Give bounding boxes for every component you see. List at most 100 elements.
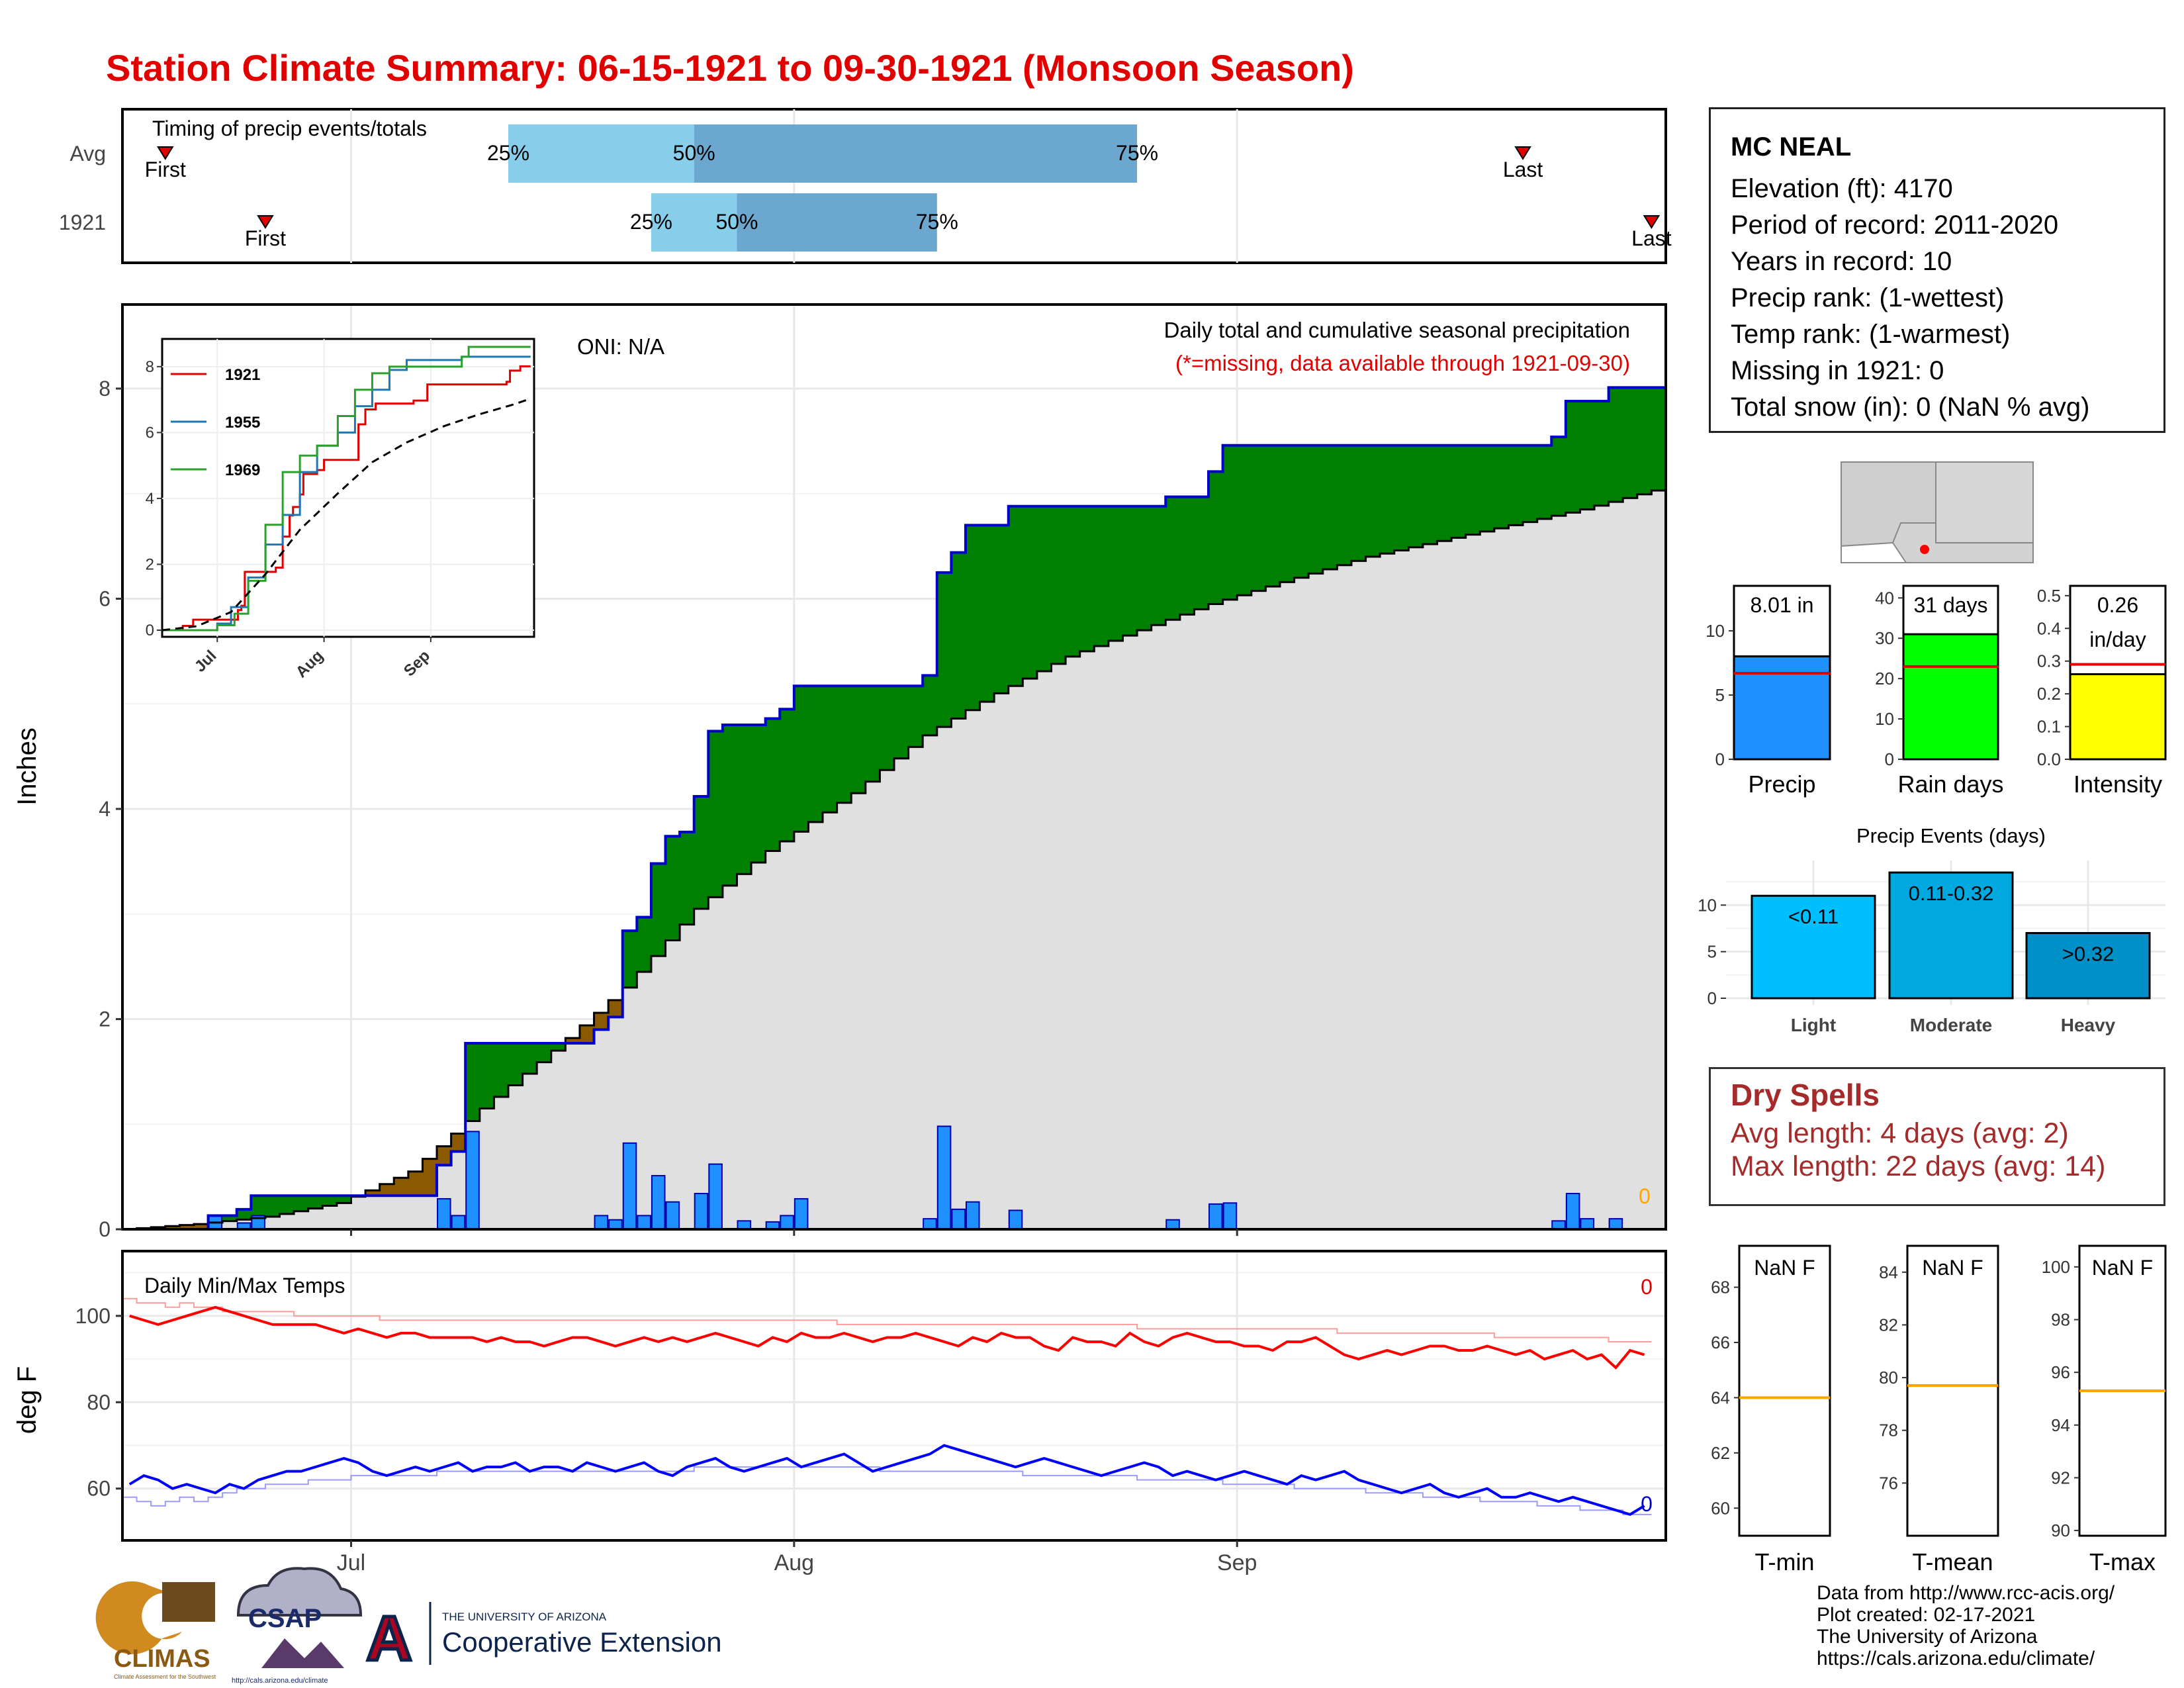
- temp-bar-label-1: NaN F: [1922, 1256, 1983, 1280]
- timing-p50-label-0: 50%: [673, 141, 715, 165]
- below-avg-fill: [394, 1178, 409, 1196]
- oni-label: ONI: N/A: [577, 334, 664, 359]
- season-ytick-label-2-4: 0.4: [2037, 618, 2061, 638]
- tmax-missing-count: 0: [1641, 1275, 1653, 1299]
- above-avg-fill: [894, 686, 909, 759]
- above-avg-fill: [651, 863, 666, 957]
- climas-logo-block: [162, 1582, 215, 1622]
- station-missing: Missing in 1921: 0: [1731, 356, 1944, 385]
- above-avg-fill: [236, 1209, 251, 1220]
- seasonal-bar-panels: 8.01 in 0 5 10 Precip 31 days 0 10 20 30 40 Rain da…: [1706, 585, 2167, 798]
- station-location-marker: [1920, 545, 1929, 554]
- below-avg-fill: [379, 1184, 394, 1196]
- temp-ytick-label-1: 80: [87, 1390, 111, 1414]
- precip-events-panel: Precip Events (days) 0 5 10 <0.11 Light 0.11-…: [1698, 824, 2165, 1035]
- precip-y-axis-title: Inches: [13, 727, 42, 806]
- timing-bar-q2-1: [737, 193, 937, 252]
- above-avg-fill: [522, 1043, 537, 1074]
- precip-y-axis: 0 2 4 6 8: [99, 377, 122, 1241]
- temp-bar-ytick-label-2-1: 92: [2051, 1468, 2070, 1487]
- precip-ytick-label-0: 0: [99, 1217, 111, 1241]
- csap-logo: CSAP http://cals.arizona.edu/climate: [232, 1567, 363, 1685]
- event-bar-label-moderate: 0.11-0.32: [1909, 882, 1994, 905]
- map-new-mexico-shape: [1935, 461, 2034, 543]
- tmin-line: [128, 1444, 1645, 1517]
- above-avg-fill: [1580, 401, 1595, 510]
- dry-spells-avg: Avg length: 4 days (avg: 2): [1731, 1117, 2069, 1149]
- above-avg-fill: [823, 686, 838, 813]
- temp-bar-ytick-label-0-0: 60: [1711, 1498, 1730, 1518]
- x-axis-month-label-1: Aug: [774, 1550, 815, 1575]
- above-avg-fill: [1108, 506, 1124, 641]
- above-avg-fill: [622, 931, 637, 988]
- event-bar-label-heavy: >0.32: [2062, 943, 2114, 966]
- inset-legend-label-2: 1969: [225, 461, 260, 479]
- daily-precip-bar-21: [965, 1201, 980, 1229]
- above-avg-fill: [1337, 445, 1352, 565]
- above-avg-fill: [665, 836, 680, 941]
- season-bar-2: [2069, 673, 2167, 761]
- season-ytick-label-1-4: 40: [1875, 588, 1894, 608]
- precip-missing-count: 0: [1639, 1184, 1651, 1208]
- timing-row-avg-label: Avg: [69, 142, 106, 165]
- precip-events-title: Precip Events (days): [1856, 824, 2046, 847]
- season-bar-name-0: Precip: [1748, 771, 1815, 798]
- temp-panel-frame: [121, 1250, 1667, 1542]
- precip-panel-frame: [121, 303, 1667, 1231]
- event-category-heavy: Heavy: [2061, 1015, 2116, 1035]
- daily-precip-bar-18: [923, 1218, 937, 1229]
- above-avg-fill: [808, 686, 823, 822]
- above-avg-fill: [1508, 445, 1524, 526]
- below-avg-fill: [594, 1012, 609, 1030]
- season-ytick-label-2-5: 0.5: [2037, 586, 2061, 606]
- ua-logo-line-1: THE UNIVERSITY OF ARIZONA: [442, 1611, 607, 1623]
- timing-last-label-1: Last: [1631, 226, 1672, 250]
- timing-first-marker-1: [257, 215, 274, 229]
- csap-logo-mountains: [261, 1638, 344, 1668]
- timing-p50-label-1: 50%: [715, 210, 758, 234]
- daily-precip-bar-27: [1565, 1193, 1580, 1229]
- temp-bar-ytick-label-1-1: 78: [1879, 1421, 1898, 1440]
- above-avg-fill: [851, 686, 866, 794]
- below-avg-fill: [408, 1171, 424, 1196]
- climas-logo-text: CLIMAS: [114, 1645, 210, 1673]
- temp-bar-ytick-label-0-4: 68: [1711, 1278, 1730, 1297]
- above-avg-fill: [1380, 445, 1395, 554]
- above-avg-fill: [1551, 437, 1567, 516]
- daily-precip-bar-23: [1165, 1219, 1180, 1229]
- precip-ytick-label-3: 6: [99, 587, 111, 611]
- temp-bar-frame-0: [1738, 1244, 1831, 1537]
- daily-precip-bar-7: [608, 1219, 623, 1229]
- timing-row-1921-label: 1921: [59, 211, 106, 234]
- event-bar-moderate: [1888, 871, 2014, 1000]
- timing-first-marker-0: [156, 146, 174, 160]
- inset-legend-label-0: 1921: [225, 366, 260, 384]
- season-ytick-label-1-0: 0: [1885, 749, 1894, 769]
- events-ytick-label-1: 5: [1707, 942, 1717, 962]
- below-avg-fill: [179, 1225, 195, 1229]
- precip-ytick-label-1: 2: [99, 1008, 111, 1031]
- below-avg-fill: [437, 1146, 452, 1166]
- temp-bar-ytick-label-0-2: 64: [1711, 1387, 1730, 1407]
- above-avg-fill: [1137, 506, 1152, 631]
- events-ytick-label-2: 10: [1698, 895, 1717, 915]
- above-avg-fill: [1079, 506, 1095, 651]
- inset-legend: 1921 1955 1969: [171, 366, 260, 479]
- above-avg-fill: [794, 686, 809, 832]
- season-bar-label-2-0: 0.26: [2097, 593, 2138, 617]
- above-avg-fill: [1237, 445, 1252, 596]
- timing-first-label-1: First: [245, 226, 286, 250]
- station-temp-rank: Temp rank: (1-warmest): [1731, 320, 2011, 349]
- inset-frame: [161, 338, 535, 638]
- daily-precip-bar-9: [637, 1215, 651, 1229]
- above-avg-fill: [908, 686, 923, 747]
- above-avg-fill: [1394, 445, 1409, 551]
- inset-ytick-label-3: 6: [146, 424, 154, 442]
- above-avg-fill: [1623, 387, 1638, 498]
- precip-ytick-label-4: 8: [99, 377, 111, 400]
- temp-bar-ytick-label-2-0: 90: [2051, 1521, 2070, 1540]
- above-avg-fill: [1608, 387, 1623, 502]
- daily-precip-bar-6: [594, 1215, 609, 1229]
- precip-chart-title: Daily total and cumulative seasonal prec…: [1164, 318, 1630, 342]
